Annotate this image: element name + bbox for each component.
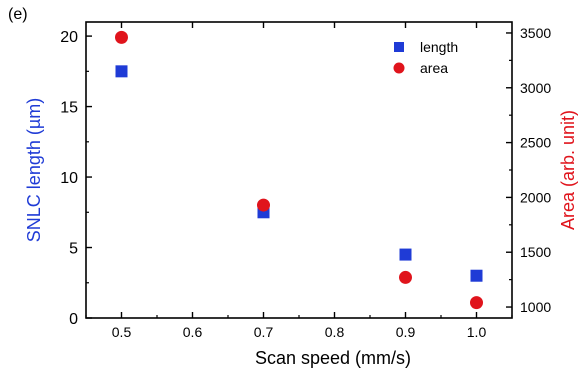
left-y-axis-ticks: 0 5 10 15 20 bbox=[60, 29, 92, 328]
x-tick-label: 0.5 bbox=[112, 324, 132, 340]
legend: length area bbox=[393, 39, 458, 76]
right-y-axis-ticks: 1000 1500 2000 2500 3000 3500 bbox=[506, 25, 551, 315]
plot-frame bbox=[85, 21, 513, 319]
x-tick-label: 1.0 bbox=[467, 324, 487, 340]
left-y-tick-label: 20 bbox=[60, 29, 78, 46]
area-point bbox=[399, 270, 412, 284]
legend-area-marker bbox=[393, 62, 405, 74]
left-y-tick-label: 10 bbox=[60, 170, 78, 187]
legend-area-label: area bbox=[420, 60, 448, 76]
x-tick-label: 0.6 bbox=[183, 324, 203, 340]
length-point bbox=[470, 269, 483, 282]
area-point bbox=[115, 30, 128, 44]
plot-area-border bbox=[85, 21, 513, 319]
left-y-tick-label: 0 bbox=[69, 311, 78, 328]
right-y-tick-label: 3000 bbox=[520, 80, 551, 96]
right-y-tick-label: 1000 bbox=[520, 299, 551, 315]
right-y-tick-label: 1500 bbox=[520, 244, 551, 260]
legend-length-label: length bbox=[420, 39, 458, 55]
area-point bbox=[257, 198, 270, 212]
data-marks bbox=[115, 30, 483, 310]
panel-label: (e) bbox=[8, 6, 28, 23]
x-tick-label: 0.7 bbox=[254, 324, 274, 340]
left-y-tick-label: 5 bbox=[69, 241, 78, 258]
right-y-tick-label: 2000 bbox=[520, 189, 551, 205]
left-y-tick-label: 15 bbox=[60, 100, 78, 117]
legend-length-marker bbox=[394, 42, 404, 52]
x-tick-label: 0.8 bbox=[325, 324, 345, 340]
right-y-tick-label: 2500 bbox=[520, 135, 551, 151]
x-tick-label: 0.9 bbox=[396, 324, 416, 340]
left-y-axis-label: SNLC length (µm) bbox=[24, 98, 44, 242]
x-axis-label: Scan speed (mm/s) bbox=[255, 348, 411, 368]
right-y-tick-label: 3500 bbox=[520, 25, 551, 41]
right-y-axis-label: Area (arb. unit) bbox=[558, 110, 578, 230]
area-point bbox=[470, 296, 483, 310]
x-axis-ticks: 0.5 0.6 0.7 0.8 0.9 1.0 bbox=[85, 22, 513, 340]
length-point bbox=[399, 248, 412, 261]
length-point bbox=[115, 65, 128, 78]
